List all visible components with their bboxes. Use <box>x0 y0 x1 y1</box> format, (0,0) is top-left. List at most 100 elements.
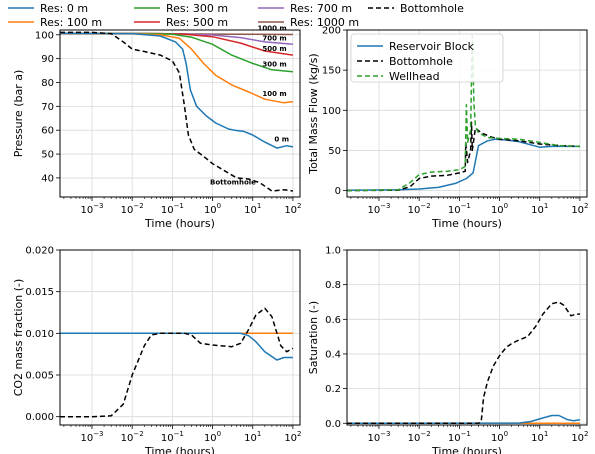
series-line <box>60 32 293 73</box>
y-tick-label: 40 <box>41 173 54 184</box>
x-tick-label: 10−1 <box>448 430 471 444</box>
series-line <box>60 32 294 56</box>
x-tick-label: 10−3 <box>367 202 390 216</box>
series-group <box>60 31 294 192</box>
series-line <box>60 32 294 104</box>
chart-panel-2: 10−3 10−2 10−1 100 101 102 0 50 100 150 200 Time (h… <box>307 26 589 231</box>
top-legend-entry: Res: 500 m <box>134 16 228 29</box>
series-line <box>347 414 581 425</box>
x-tick-label: 101 <box>531 202 548 216</box>
y-tick-label: 200 <box>322 26 341 37</box>
series-line <box>347 301 580 425</box>
series-group <box>347 301 581 425</box>
plot-frame <box>59 29 301 198</box>
top-legend-label: Res: 300 m <box>166 2 228 15</box>
legend-label: Bottomhole <box>389 55 453 68</box>
plot-frame <box>346 249 588 426</box>
series-line <box>60 31 294 192</box>
plot-frame <box>346 29 588 198</box>
y-tick-label: 0.8 <box>325 280 341 291</box>
y-tick-label: 0.015 <box>25 287 54 298</box>
x-tick-label: 10−2 <box>408 202 431 216</box>
y-axis-label: CO2 mass fraction (-) <box>12 279 25 397</box>
x-tick-label: 10−1 <box>161 202 184 216</box>
y-tick-label: 60 <box>41 126 54 137</box>
top-legend-label: Res: 500 m <box>166 16 228 29</box>
x-tick-label: 10−3 <box>80 430 103 444</box>
x-tick-label: 100 <box>491 202 508 216</box>
x-axis-label: Time (hours) <box>431 217 502 230</box>
top-legend-label: Res: 0 m <box>40 2 88 15</box>
series-annotation: Bottomhole <box>210 178 256 186</box>
x-tick-label: 102 <box>571 202 588 216</box>
top-legend-entry: Res: 700 m <box>258 2 352 15</box>
y-tick-label: 50 <box>328 146 341 157</box>
x-axis-label: Time (hours) <box>431 445 502 454</box>
series-group <box>60 307 294 418</box>
y-axis-label: Saturation (-) <box>307 301 320 374</box>
y-axis-label: Pressure (bar a) <box>12 70 25 158</box>
series-line <box>60 307 294 418</box>
series-annotation: 500 m <box>262 45 286 53</box>
y-tick-label: 50 <box>41 150 54 161</box>
top-legend-label: Res: 100 m <box>40 16 102 29</box>
x-tick-label: 10−3 <box>367 430 390 444</box>
chart-panel-3: 10−3 10−2 10−1 100 101 102 0.000 0.005 0.010 0.01… <box>12 246 302 454</box>
top-legend-label: Res: 1000 m <box>290 16 359 29</box>
series-annotation: 100 m <box>262 90 286 98</box>
y-tick-label: 0.2 <box>325 384 341 395</box>
x-axis-label: Time (hours) <box>144 217 215 230</box>
series-line <box>347 138 580 191</box>
x-tick-label: 10−1 <box>448 202 471 216</box>
top-legend-label: Res: 700 m <box>290 2 352 15</box>
x-tick-label: 102 <box>284 430 301 444</box>
series-annotation: 300 m <box>262 60 286 68</box>
y-tick-label: 0.6 <box>325 315 341 326</box>
y-tick-label: 0.000 <box>25 412 54 423</box>
x-tick-label: 10−2 <box>408 430 431 444</box>
y-tick-label: 0.005 <box>25 371 54 382</box>
chart-panel-4: 10−3 10−2 10−1 100 101 102 0.0 0.2 0.4 0.6 0.8 1.0 T… <box>307 246 589 454</box>
top-legend-entry: Bottomhole <box>368 2 464 15</box>
legend-label: Wellhead <box>389 70 440 83</box>
x-tick-label: 10−3 <box>80 202 103 216</box>
y-tick-label: 70 <box>41 102 54 113</box>
series-annotation: 700 m <box>262 35 286 43</box>
y-tick-label: 1.0 <box>325 246 341 257</box>
series-annotation: 0 m <box>274 135 289 143</box>
x-tick-label: 101 <box>244 430 261 444</box>
y-tick-label: 100 <box>322 106 341 117</box>
x-tick-label: 102 <box>571 430 588 444</box>
x-tick-label: 10−1 <box>161 430 184 444</box>
y-tick-label: 90 <box>41 54 54 65</box>
x-tick-label: 100 <box>204 430 221 444</box>
y-tick-label: 80 <box>41 78 54 89</box>
y-tick-label: 0.010 <box>25 329 54 340</box>
legend-label: Reservoir Block <box>389 40 475 53</box>
top-legend: Res: 0 m Res: 300 m Res: 700 m Bottomhole Re… <box>8 2 464 29</box>
x-tick-label: 10−2 <box>121 430 144 444</box>
x-tick-label: 100 <box>204 202 221 216</box>
chart-panel-1: 10−3 10−2 10−1 100 101 102405060708090100Time… <box>12 25 302 230</box>
y-tick-label: 0 <box>335 186 341 197</box>
plot-frame <box>59 249 301 426</box>
top-legend-label: Bottomhole <box>400 2 464 15</box>
top-legend-entry: Res: 100 m <box>8 16 102 29</box>
legend-box <box>350 33 504 83</box>
y-tick-label: 100 <box>35 30 54 41</box>
x-tick-label: 102 <box>284 202 301 216</box>
chart-legend: Reservoir Block Bottomhole Wellhead <box>350 33 504 83</box>
top-legend-entry: Res: 300 m <box>134 2 228 15</box>
series-line <box>347 121 580 192</box>
series-annotation: 1000 m <box>257 25 286 33</box>
series-line <box>60 332 293 361</box>
x-tick-label: 100 <box>491 430 508 444</box>
series-line <box>347 34 580 192</box>
x-tick-label: 101 <box>531 430 548 444</box>
x-axis-label: Time (hours) <box>144 445 215 454</box>
y-tick-label: 150 <box>322 66 341 77</box>
y-axis-label: Total Mass Flow (kg/s) <box>307 53 320 174</box>
x-tick-label: 101 <box>244 202 261 216</box>
series-group <box>347 34 580 192</box>
